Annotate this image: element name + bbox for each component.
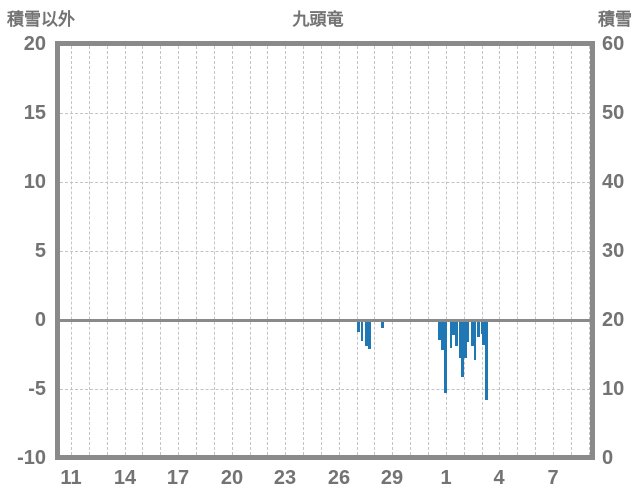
y-axis-label-left: 0 xyxy=(34,309,46,331)
gridline-vertical xyxy=(570,46,572,455)
gridline-vertical xyxy=(338,46,340,455)
gridline-vertical xyxy=(160,46,162,455)
y-axis-label-left: 15 xyxy=(23,102,46,124)
gridline-vertical xyxy=(463,46,465,455)
y-axis-label-left: 5 xyxy=(34,240,46,262)
y-axis-label-right: 50 xyxy=(602,102,625,124)
bar xyxy=(365,320,369,347)
bar xyxy=(480,320,484,334)
gridline-vertical xyxy=(517,46,519,455)
gridline-vertical xyxy=(285,46,287,455)
x-axis-label: 29 xyxy=(380,467,404,489)
bar xyxy=(438,320,441,340)
gridline-vertical xyxy=(88,46,90,455)
gridline-vertical xyxy=(481,46,483,455)
y-axis-label-left: -5 xyxy=(28,378,46,400)
x-axis-label: 1 xyxy=(440,467,452,489)
x-axis-label: 17 xyxy=(166,467,190,489)
gridline-vertical xyxy=(588,46,590,455)
bar xyxy=(477,320,481,337)
gridline-horizontal xyxy=(60,251,590,252)
bar xyxy=(444,320,448,394)
y-axis-label-right: 20 xyxy=(602,309,625,331)
gridline-vertical xyxy=(552,46,554,455)
x-axis-label: 20 xyxy=(220,467,244,489)
gridline-vertical xyxy=(428,46,429,455)
bar xyxy=(455,320,459,347)
gridline-horizontal xyxy=(60,113,590,114)
y-axis-label-right: 40 xyxy=(602,171,625,193)
bar xyxy=(471,320,474,347)
bar xyxy=(464,320,467,358)
gridline-vertical xyxy=(392,46,394,455)
bar xyxy=(380,320,384,329)
bar xyxy=(458,320,462,358)
x-axis-label: 4 xyxy=(493,467,505,489)
bar xyxy=(357,320,361,333)
bar xyxy=(482,320,486,345)
plot-area xyxy=(55,41,595,460)
gridline-vertical xyxy=(231,46,233,455)
gridline-vertical xyxy=(124,46,126,455)
y-axis-label-left: -10 xyxy=(17,447,46,469)
bar xyxy=(449,320,453,348)
bar xyxy=(368,320,371,349)
gridline-vertical xyxy=(535,46,536,455)
gridline-vertical xyxy=(249,46,251,455)
right-axis-title: 積雪 xyxy=(598,10,632,29)
gridline-vertical xyxy=(410,46,412,455)
bar xyxy=(484,320,488,400)
gridline-vertical xyxy=(71,46,73,455)
gridline-vertical xyxy=(445,46,447,455)
gridline-vertical xyxy=(356,46,358,455)
y-axis-label-right: 0 xyxy=(602,447,614,469)
gridline-vertical xyxy=(267,46,269,455)
gridline-vertical xyxy=(196,46,197,455)
left-axis-title: 積雪以外 xyxy=(7,10,75,29)
y-axis-label-right: 30 xyxy=(602,240,625,262)
x-axis-label: 11 xyxy=(60,467,82,489)
x-axis-label: 26 xyxy=(327,467,351,489)
bar xyxy=(452,320,456,336)
x-axis-label: 7 xyxy=(547,467,559,489)
gridline-vertical xyxy=(142,46,144,455)
gridline-vertical xyxy=(374,46,376,455)
y-axis-label-right: 60 xyxy=(602,33,625,55)
y-axis-label-right: 10 xyxy=(602,378,625,400)
zero-line xyxy=(60,318,590,322)
bar xyxy=(360,320,364,341)
y-axis-label-left: 10 xyxy=(23,171,46,193)
x-axis-label: 14 xyxy=(113,467,137,489)
gridline-vertical xyxy=(320,46,322,455)
y-axis-label-left: 20 xyxy=(23,33,46,55)
gridline-horizontal xyxy=(60,182,590,183)
gridline-vertical xyxy=(178,46,180,455)
gridline-horizontal xyxy=(60,389,590,390)
gridline-vertical xyxy=(499,46,501,455)
x-axis-label: 23 xyxy=(273,467,297,489)
bar xyxy=(466,320,470,343)
bar xyxy=(461,320,465,377)
gridline-vertical xyxy=(106,46,108,455)
bar xyxy=(441,320,445,351)
gridline-vertical xyxy=(213,46,215,455)
chart-title: 九頭竜 xyxy=(292,10,344,29)
gridline-vertical xyxy=(303,46,305,455)
bar xyxy=(473,320,477,360)
